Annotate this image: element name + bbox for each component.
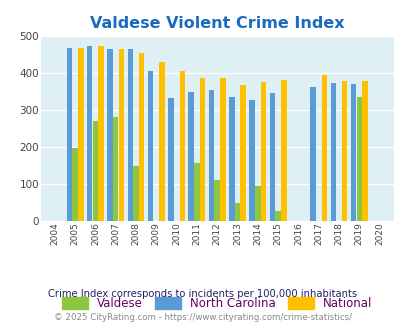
Bar (275, 211, 280, 221)
Bar (139, 53, 144, 221)
Bar (269, 93, 275, 221)
Bar (350, 83, 356, 221)
Text: Crime Index corresponds to incidents per 100,000 inhabitants: Crime Index corresponds to incidents per… (48, 289, 357, 299)
Bar (254, 186, 260, 221)
Bar (107, 49, 113, 221)
Bar (356, 97, 361, 221)
Bar (87, 46, 92, 221)
Bar (127, 49, 133, 221)
Bar (361, 81, 367, 221)
Bar (280, 80, 286, 221)
Bar (199, 78, 205, 221)
Bar (159, 62, 164, 221)
Bar (341, 81, 347, 221)
Bar (228, 97, 234, 221)
Bar (330, 82, 335, 221)
Bar (133, 166, 139, 221)
Bar (66, 48, 72, 221)
Bar (147, 71, 153, 221)
Bar (260, 82, 266, 221)
Title: Valdese Violent Crime Index: Valdese Violent Crime Index (90, 16, 344, 31)
Bar (234, 203, 240, 221)
Bar (179, 71, 185, 221)
Bar (309, 87, 315, 221)
Bar (240, 85, 245, 221)
Bar (113, 116, 118, 221)
Legend: Valdese, North Carolina, National: Valdese, North Carolina, National (58, 293, 375, 314)
Bar (321, 76, 326, 221)
Bar (92, 121, 98, 221)
Bar (214, 181, 220, 221)
Bar (98, 46, 104, 221)
Bar (208, 90, 214, 221)
Bar (188, 92, 194, 221)
Text: © 2025 CityRating.com - https://www.cityrating.com/crime-statistics/: © 2025 CityRating.com - https://www.city… (54, 313, 351, 322)
Bar (220, 78, 225, 221)
Bar (194, 163, 199, 221)
Bar (78, 48, 83, 221)
Bar (249, 100, 254, 221)
Bar (72, 148, 78, 221)
Bar (118, 49, 124, 221)
Bar (168, 98, 173, 221)
